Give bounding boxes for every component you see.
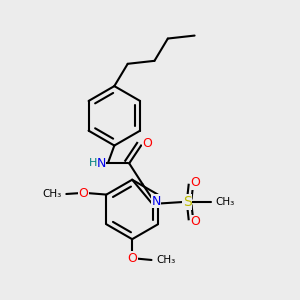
- Text: CH₃: CH₃: [156, 255, 175, 265]
- Text: O: O: [143, 137, 153, 150]
- Text: H: H: [89, 158, 98, 168]
- Text: S: S: [183, 195, 191, 209]
- Text: O: O: [190, 176, 200, 189]
- Text: N: N: [96, 157, 106, 170]
- Text: CH₃: CH₃: [43, 189, 62, 199]
- Text: O: O: [79, 187, 88, 200]
- Text: O: O: [127, 252, 137, 265]
- Text: O: O: [190, 215, 200, 228]
- Text: N: N: [151, 195, 160, 208]
- Text: CH₃: CH₃: [215, 197, 235, 207]
